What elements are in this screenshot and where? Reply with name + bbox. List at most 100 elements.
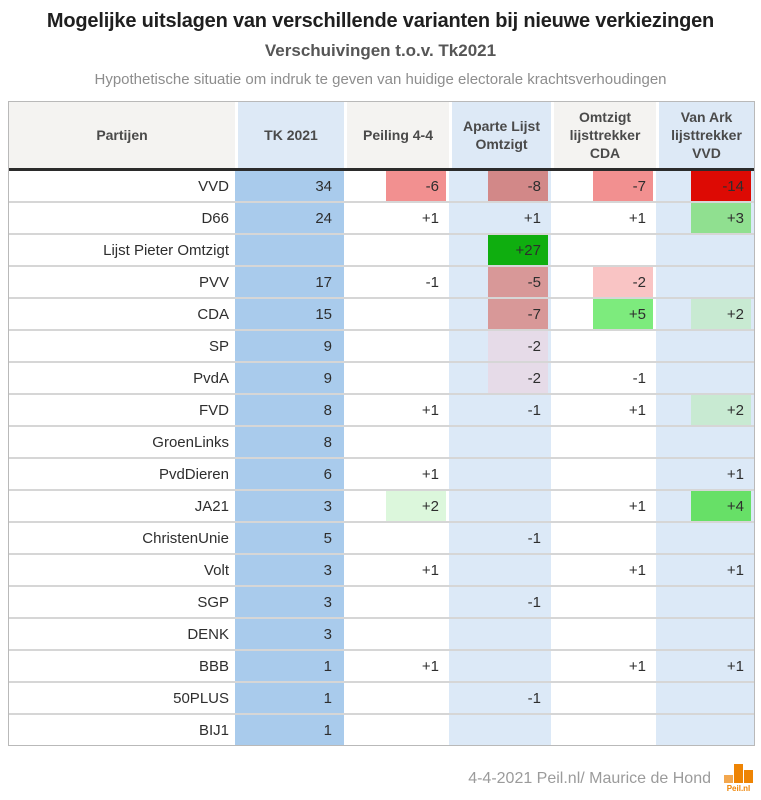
- party-name: GroenLinks: [152, 433, 229, 451]
- tk2021-value: 6: [235, 459, 344, 489]
- cell-omtzigt_cda: -1: [551, 363, 656, 393]
- header-label: Van Ark lijsttrekker VVD: [671, 108, 742, 162]
- delta-value: +1: [421, 657, 439, 675]
- delta-value: [488, 619, 548, 649]
- delta-value: +1: [421, 209, 439, 227]
- cell-van_ark: [656, 619, 754, 649]
- cell-peiling: +1: [344, 555, 449, 585]
- header-label: Omtzigt lijsttrekker CDA: [569, 108, 641, 162]
- delta-value: [593, 683, 653, 713]
- cell-aparte: -2: [449, 363, 551, 393]
- cell-omtzigt_cda: +1: [551, 651, 656, 681]
- table-row: D66 24 +1 +1 +1 +3: [9, 201, 754, 233]
- delta-value: +1: [628, 657, 646, 675]
- table-body: VVD 34 -6 -8 -7 -14 D66 24 +1 +1 +1 +3 Lijst Pieter …: [9, 171, 754, 745]
- header-cell-peiling: Peiling 4-4: [344, 102, 449, 168]
- tk2021-value: 34: [235, 171, 344, 201]
- cell-aparte: -7: [449, 299, 551, 329]
- cell-peiling: [344, 235, 449, 265]
- table-row: DENK 3: [9, 617, 754, 649]
- page-subtitle: Verschuivingen t.o.v. Tk2021: [264, 41, 497, 60]
- cell-peiling: [344, 587, 449, 617]
- tk2021-value: 8: [235, 427, 344, 457]
- tk2021-value: [235, 235, 344, 265]
- party-name: Volt: [203, 561, 229, 579]
- party-name: D66: [201, 209, 229, 227]
- delta-value: [488, 651, 548, 681]
- delta-value: [386, 299, 446, 329]
- cell-peiling: [344, 363, 449, 393]
- cell-aparte: +27: [449, 235, 551, 265]
- cell-van_ark: [656, 683, 754, 713]
- delta-value: [691, 235, 751, 265]
- delta-value: [488, 427, 548, 457]
- cell-omtzigt_cda: +1: [551, 203, 656, 233]
- delta-value: [386, 715, 446, 745]
- table-row: JA21 3 +2 +1 +4: [9, 489, 754, 521]
- party-name: 50PLUS: [173, 689, 229, 707]
- delta-value: [386, 427, 446, 457]
- header-cell-party: Partijen: [9, 102, 235, 168]
- cell-van_ark: [656, 587, 754, 617]
- table-row: FVD 8 +1 -1 +1 +2: [9, 393, 754, 425]
- cell-aparte: [449, 555, 551, 585]
- delta-value: [593, 235, 653, 265]
- cell-peiling: [344, 299, 449, 329]
- cell-van_ark: [656, 427, 754, 457]
- cell-aparte: -1: [449, 683, 551, 713]
- delta-value: [691, 619, 751, 649]
- logo-text: Peil.nl: [726, 784, 751, 793]
- delta-value: +5: [593, 299, 653, 329]
- cell-peiling: [344, 523, 449, 553]
- delta-value: [488, 491, 548, 521]
- bar-small: [724, 775, 733, 783]
- cell-van_ark: +1: [656, 459, 754, 489]
- delta-value: [488, 555, 548, 585]
- tk2021-value: 3: [235, 555, 344, 585]
- delta-value: +1: [726, 465, 744, 483]
- footer: 4-4-2021 Peil.nl/ Maurice de Hond Peil.n…: [0, 764, 761, 793]
- tk2021-value: 8: [235, 395, 344, 425]
- table-row: PvdA 9 -2 -1: [9, 361, 754, 393]
- tk2021-value: 1: [235, 683, 344, 713]
- cell-van_ark: +4: [656, 491, 754, 521]
- delta-value: -1: [527, 529, 541, 547]
- tk2021-value: 15: [235, 299, 344, 329]
- delta-value: +3: [691, 203, 751, 233]
- delta-value: -5: [488, 267, 548, 297]
- cell-aparte: -8: [449, 171, 551, 201]
- cell-van_ark: +2: [656, 299, 754, 329]
- cell-omtzigt_cda: +1: [551, 555, 656, 585]
- delta-value: [488, 459, 548, 489]
- table-row: BIJ1 1: [9, 713, 754, 745]
- cell-aparte: [449, 715, 551, 745]
- party-name: BBB: [198, 657, 229, 675]
- delta-value: [386, 235, 446, 265]
- party-name: DENK: [187, 625, 229, 643]
- delta-value: [691, 715, 751, 745]
- delta-value: [593, 427, 653, 457]
- delta-value: [691, 363, 751, 393]
- delta-value: [691, 587, 751, 617]
- cell-peiling: +1: [344, 459, 449, 489]
- party-name: SP: [208, 337, 229, 355]
- peil-logo: Peil.nl: [724, 764, 753, 793]
- table-row: Volt 3 +1 +1 +1: [9, 553, 754, 585]
- cell-van_ark: +1: [656, 555, 754, 585]
- table-row: GroenLinks 8: [9, 425, 754, 457]
- delta-value: [691, 683, 751, 713]
- cell-aparte: [449, 491, 551, 521]
- delta-value: -1: [527, 401, 541, 419]
- delta-value: [386, 523, 446, 553]
- tk2021-value: 3: [235, 619, 344, 649]
- page-note: Hypothetische situatie om indruk te geve…: [94, 71, 667, 88]
- delta-value: -2: [593, 267, 653, 297]
- delta-value: -1: [425, 273, 439, 291]
- cell-aparte: [449, 427, 551, 457]
- party-name: BIJ1: [198, 721, 229, 739]
- delta-value: -2: [488, 363, 548, 393]
- tk2021-value: 3: [235, 587, 344, 617]
- delta-value: [386, 683, 446, 713]
- table-header-row: Partijen TK 2021 Peiling 4-4 Aparte Lijst O…: [9, 102, 754, 171]
- header-label: Partijen: [96, 126, 148, 143]
